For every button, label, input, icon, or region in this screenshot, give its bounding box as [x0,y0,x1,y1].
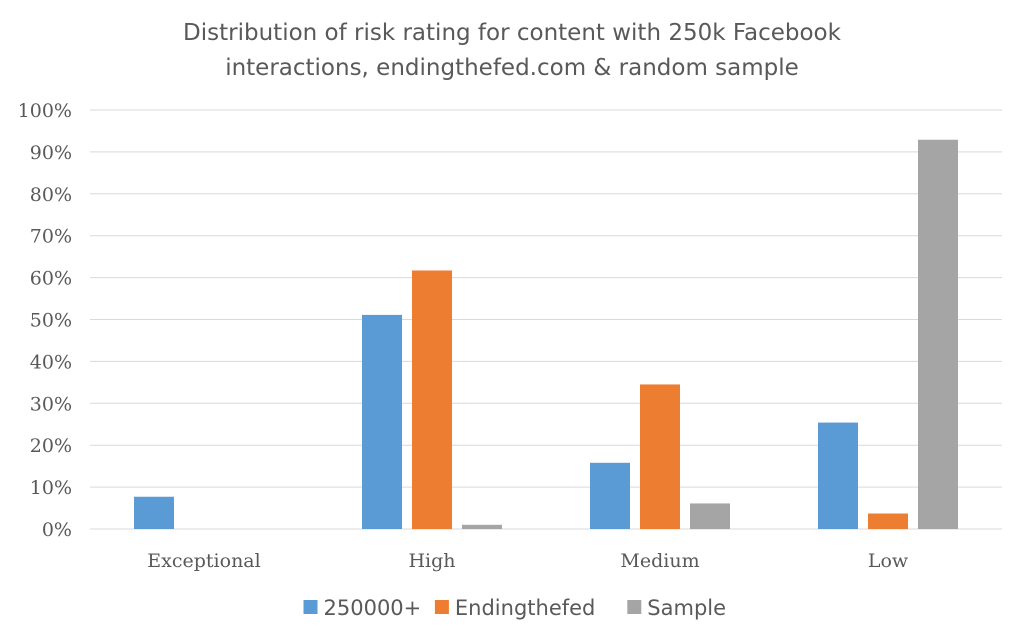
y-tick-label: 100% [18,100,72,122]
legend-item: Sample [627,596,726,620]
y-tick-label: 40% [30,351,72,373]
y-tick-label: 50% [30,310,72,332]
legend-swatch [303,600,318,614]
y-tick-label: 90% [30,142,72,164]
chart-title: Distribution of risk rating for content … [183,20,842,81]
legend-label: Sample [647,596,726,620]
legend: 250000+ Endingthefed Sample [303,596,726,620]
y-tick-label: 80% [30,184,72,206]
bar-endingthefed-medium [640,384,680,529]
y-tick-label: 60% [30,268,72,290]
bar-250000--exceptional [134,496,174,529]
y-axis-ticks: 0% 10% 20% 30% 40% 50% 60% 70% 80% 90% 100% [18,100,72,541]
y-tick-label: 30% [30,393,72,415]
y-tick-label: 70% [30,226,72,248]
bars [134,139,958,529]
bar-250000--medium [590,462,630,529]
bar-endingthefed-low [868,513,908,529]
legend-label: Endingthefed [455,596,596,620]
bar-sample-low [918,139,958,529]
bar-250000--high [362,314,402,529]
bar-250000--low [818,422,858,529]
y-tick-label: 20% [30,435,72,457]
chart-title-line-1: Distribution of risk rating for content … [183,20,842,46]
legend-swatch [627,600,642,614]
x-axis-ticks: Exceptional High Medium Low [147,550,909,572]
grid [90,109,1002,530]
y-tick-label: 10% [30,477,72,499]
x-tick-label: Exceptional [147,550,260,572]
x-tick-label: Medium [620,550,699,572]
x-tick-label: High [408,550,455,572]
legend-item: 250000+ [303,596,422,620]
legend-item: Endingthefed [434,596,596,620]
y-tick-label: 0% [42,519,72,541]
legend-label: 250000+ [324,596,422,620]
bar-sample-high [462,524,502,529]
x-tick-label: Low [868,550,909,572]
legend-swatch [434,600,449,614]
chart-title-line-2: interactions, endingthefed.com & random … [225,55,799,81]
bar-endingthefed-high [412,270,452,529]
bar-sample-medium [690,503,730,529]
